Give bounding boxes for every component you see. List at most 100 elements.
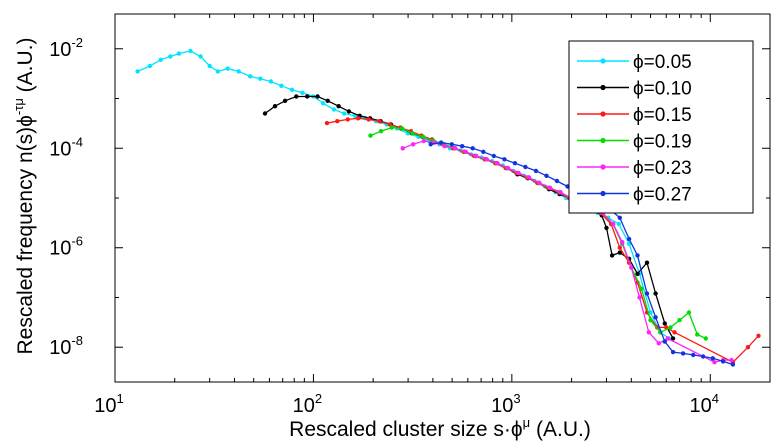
data-point xyxy=(236,69,241,74)
data-point xyxy=(644,291,650,296)
data-point xyxy=(526,175,532,180)
data-point xyxy=(665,336,670,341)
data-point xyxy=(558,190,563,195)
data-point xyxy=(635,253,640,258)
data-point xyxy=(188,48,193,54)
y-axis-title-sup: -τμ xyxy=(11,98,26,115)
x-tick-label: 103 xyxy=(491,391,520,417)
legend-marker xyxy=(600,190,606,197)
data-point xyxy=(421,138,426,144)
y-tick-exp: -8 xyxy=(71,333,83,348)
data-point xyxy=(712,360,717,365)
data-point xyxy=(438,140,444,145)
data-point xyxy=(611,221,616,227)
data-point xyxy=(720,359,726,364)
data-point xyxy=(158,57,163,62)
data-point xyxy=(198,54,203,59)
data-point xyxy=(653,315,658,320)
data-point xyxy=(305,94,310,99)
legend-label: ϕ=0.27 xyxy=(633,185,692,206)
x-tick-base: 10 xyxy=(491,395,513,417)
data-point xyxy=(470,146,475,151)
legend: ϕ=0.05 ϕ=0.10 ϕ=0.15 ϕ=0.19 ϕ=0.23 ϕ=0.27 xyxy=(568,40,754,214)
data-point xyxy=(321,101,326,106)
data-point xyxy=(289,87,295,93)
y-tick-label: 10-8 xyxy=(49,333,83,359)
legend-label: ϕ=0.05 xyxy=(633,52,692,73)
data-point xyxy=(609,253,615,258)
data-point xyxy=(268,79,273,84)
legend-item: ϕ=0.27 xyxy=(577,185,692,206)
data-point xyxy=(262,111,268,116)
data-point xyxy=(617,250,622,255)
data-point xyxy=(505,165,511,171)
legend-box xyxy=(568,40,754,214)
data-point xyxy=(670,336,676,341)
data-point xyxy=(258,76,263,81)
x-tick-base: 10 xyxy=(690,395,712,417)
data-point xyxy=(428,142,433,147)
data-point xyxy=(294,94,299,99)
data-point xyxy=(695,332,700,337)
y-tick-base: 10 xyxy=(49,138,71,160)
data-point xyxy=(491,153,496,159)
data-point xyxy=(335,119,340,124)
y-tick-exp: -2 xyxy=(71,35,83,50)
data-point xyxy=(554,178,560,184)
data-point xyxy=(410,142,416,147)
x-axis-title-suffix: (A.U.) xyxy=(530,418,591,441)
data-point xyxy=(481,149,486,154)
data-point xyxy=(629,265,634,270)
data-point xyxy=(691,352,696,358)
data-point xyxy=(656,341,661,346)
data-point xyxy=(512,161,518,166)
data-point xyxy=(135,69,140,74)
data-point xyxy=(626,236,632,242)
data-point xyxy=(668,325,673,330)
data-point xyxy=(331,107,337,112)
x-axis-title-sup: μ xyxy=(523,415,531,430)
data-point xyxy=(617,245,622,250)
data-point xyxy=(400,146,405,151)
data-point xyxy=(336,104,341,109)
data-point xyxy=(368,133,373,138)
y-tick-exp: -4 xyxy=(71,134,83,149)
data-point xyxy=(168,54,173,59)
data-point xyxy=(342,111,347,116)
x-tick-base: 10 xyxy=(94,395,116,417)
data-point xyxy=(502,157,507,162)
data-point xyxy=(672,330,677,335)
data-point xyxy=(617,215,622,220)
x-tick-exp: 3 xyxy=(513,391,520,406)
legend-label: ϕ=0.15 xyxy=(633,105,692,126)
y-axis-title-suffix: (A.U.) xyxy=(14,37,37,98)
data-point xyxy=(207,63,212,69)
data-point xyxy=(248,74,253,79)
data-point xyxy=(176,51,182,56)
data-point xyxy=(355,116,361,121)
x-tick-label: 102 xyxy=(293,391,322,417)
data-point xyxy=(745,345,751,350)
data-point xyxy=(345,117,350,122)
data-point xyxy=(300,90,305,96)
y-tick-base: 10 xyxy=(49,238,71,260)
data-point xyxy=(523,164,528,170)
legend-marker xyxy=(600,58,606,64)
data-point xyxy=(662,339,667,344)
y-tick-label: 10-4 xyxy=(49,134,83,160)
data-point xyxy=(537,180,542,186)
legend-item: ϕ=0.15 xyxy=(577,105,692,126)
data-point xyxy=(686,310,692,315)
x-axis-title: Rescaled cluster size s·ϕμ (A.U.) xyxy=(289,415,591,441)
data-point xyxy=(225,66,230,71)
data-point xyxy=(637,295,642,300)
data-point xyxy=(533,168,539,174)
data-point xyxy=(653,291,658,296)
y-tick-base: 10 xyxy=(49,39,71,61)
data-point xyxy=(279,83,284,89)
legend-marker xyxy=(600,111,606,117)
legend-label: ϕ=0.10 xyxy=(633,79,692,100)
data-point xyxy=(315,94,320,99)
data-point xyxy=(325,98,330,104)
data-point xyxy=(366,117,371,122)
